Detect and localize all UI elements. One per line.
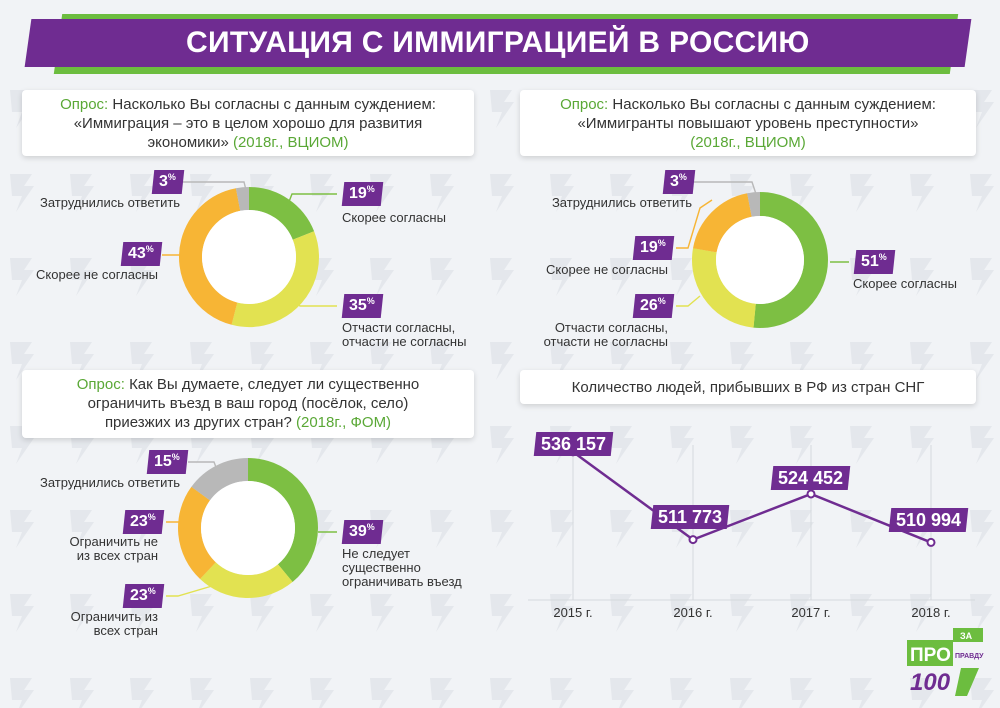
line-x-tick-2: 2017 г. [791,605,830,620]
d1-label-agree: Скорее согласны [342,210,446,225]
d3-label-none-1: Не следует [342,546,410,561]
d2-leader-dontknow [694,181,757,195]
line-x-tick-1: 2016 г. [673,605,712,620]
q3-line-1: Как Вы думаете, следует ли существенно [129,376,420,393]
d2-pct-dontknow: 3% [662,170,696,194]
q3-prefix: Опрос: [76,376,125,393]
d3-label-notall-1: Ограничить не [69,534,158,549]
donut3-slice-2 [178,458,318,598]
question-box-1: Опрос: Насколько Вы согласны с данным су… [22,90,474,156]
logo-suffix-text: 100 [910,669,951,696]
d2-label-disagree: Скорее не согласны [546,262,668,277]
line-value-2015: 536 157 [533,432,614,456]
line-x-tick-3: 2018 г. [911,605,950,620]
line-series [572,450,932,544]
donut1-hole [202,210,296,304]
q1-line-1: Насколько Вы согласны с данным суждением… [112,96,436,113]
d2-pct-agree: 51% [853,250,896,274]
line-value-2016: 511 773 [650,505,730,529]
line-chart-title-box: Количество людей, прибывших в РФ из стра… [520,370,976,404]
donut1-slice-2 [178,187,319,327]
q1-line-3: экономики» [147,134,229,151]
q3-line-2: ограничить въезд в ваш город (посёлок, с… [87,395,409,412]
d1-leader-dontknow [183,181,247,191]
d3-leader-dontknow [188,461,221,479]
q2-source: (2018г., ВЦИОМ) [690,134,806,151]
d3-label-none-2: существенно [342,560,421,575]
logo-main-text: ПРО [910,645,951,666]
d2-label-dontknow: Затруднились ответить [551,195,692,210]
d1-label-partly-1: Отчасти согласны, [342,320,456,335]
question-box-2: Опрос: Насколько Вы согласны с данным су… [520,90,976,156]
line-chart-title: Количество людей, прибывших в РФ из стра… [571,379,925,396]
q1-source: (2018г., ВЦИОМ) [232,134,349,151]
line-point-1 [688,535,698,545]
donut2-hole [716,216,804,304]
donut3-slice-1 [178,458,318,598]
question-box-3: Опрос: Как Вы думаете, следует ли сущест… [22,370,474,438]
logo-pravdu-text: ПРАВДУ [955,653,984,660]
d1-pct-agree: 19% [341,182,384,206]
d3-label-all-1: Ограничить из [70,609,158,624]
donut3-slice-3 [178,457,318,598]
d1-label-partly-2: отчасти не согласны [342,334,467,349]
d1-label-disagree: Скорее не согласны [36,267,158,282]
logo-main-bg [907,640,953,666]
d3-pct-dontknow: 15% [146,450,189,474]
d2-label-partly-2: отчасти не согласны [543,334,668,349]
d3-leader-all [166,585,213,597]
donut1-slice-3 [179,187,319,327]
d2-pct-disagree: 19% [632,236,675,260]
logo-za-text: ЗА [960,631,973,641]
q2-line-1: Насколько Вы согласны с данным суждением… [612,96,936,113]
d1-leader-partly [291,295,337,307]
d2-leader-disagree [676,199,713,249]
d1-leader-agree [284,193,337,213]
q1-line-2: «Иммиграция – это в целом хорошо для раз… [73,115,423,132]
d3-pct-notall: 23% [122,510,165,534]
d2-leader-partly [676,295,701,307]
line-value-2018: 510 994 [888,508,969,532]
q2-line-2: «Иммигранты повышают уровень преступност… [577,115,919,132]
d2-pct-partly: 26% [632,294,675,318]
q2-prefix: Опрос: [560,96,609,113]
d1-pct-partly: 35% [341,294,384,318]
d3-pct-all: 23% [122,584,165,608]
d3-label-all-2: всех стран [93,623,158,638]
d2-label-agree: Скорее согласны [853,276,957,291]
donut1-slice-1 [179,187,319,327]
d3-label-dontknow: Затруднились ответить [40,475,181,490]
line-value-2017: 524 452 [770,466,851,490]
d1-label-dontknow: Затруднились ответить [40,195,181,210]
d3-label-none-3: ограничивать въезд [342,574,462,589]
logo: ПРО ЗА ПРАВДУ 100 [905,628,987,698]
d1-pct-dontknow: 3% [151,170,185,194]
d3-pct-none: 39% [341,520,384,544]
line-point-3 [926,537,936,547]
q1-prefix: Опрос: [60,96,109,113]
d3-label-notall-2: из всех стран [76,548,158,563]
d1-pct-disagree: 43% [120,242,163,266]
d3-leader-notall [166,521,185,529]
line-x-tick-0: 2015 г. [553,605,592,620]
d2-label-partly-1: Отчасти согласны, [554,320,668,335]
donut3-hole [201,481,295,575]
donut2-slice-2 [692,192,828,328]
q3-source: (2018г., ФОМ) [295,414,392,431]
line-point-2 [806,489,816,499]
q3-line-3: приезжих из других стран? [104,414,292,431]
